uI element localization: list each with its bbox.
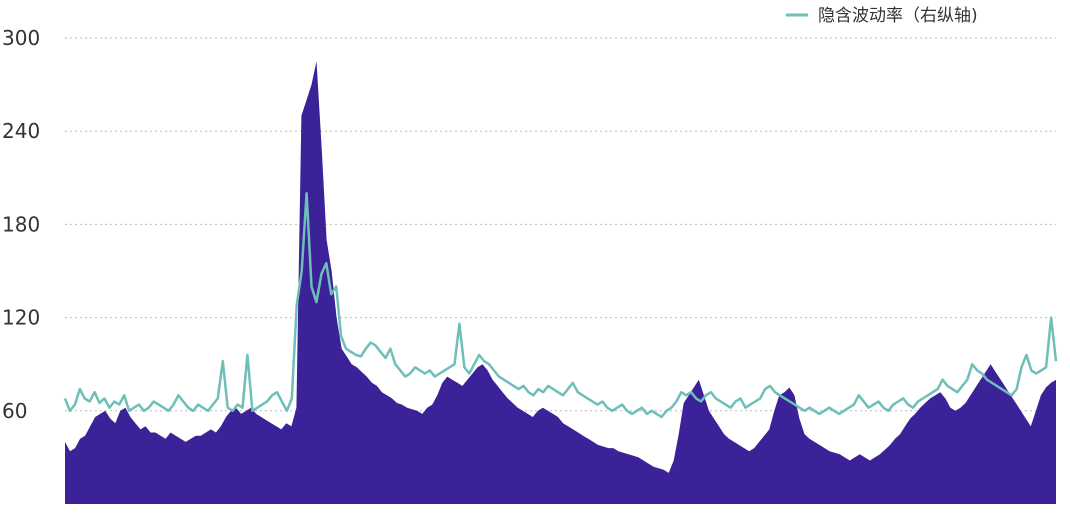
legend: 隐含波动率（右纵轴) xyxy=(786,6,978,26)
y-tick-label: 300 xyxy=(2,26,40,50)
y-tick-label: 60 xyxy=(2,399,27,423)
implied-volatility-line xyxy=(63,192,1058,419)
y-tick-label: 240 xyxy=(2,119,40,143)
gridlines xyxy=(65,37,1056,412)
area-series xyxy=(65,61,1056,505)
y-tick-label: 180 xyxy=(2,212,40,236)
y-tick-label: 120 xyxy=(2,306,40,330)
y-tick-labels: 60 120 180 240 300 xyxy=(2,26,40,423)
legend-label: 隐含波动率（右纵轴) xyxy=(818,6,978,26)
